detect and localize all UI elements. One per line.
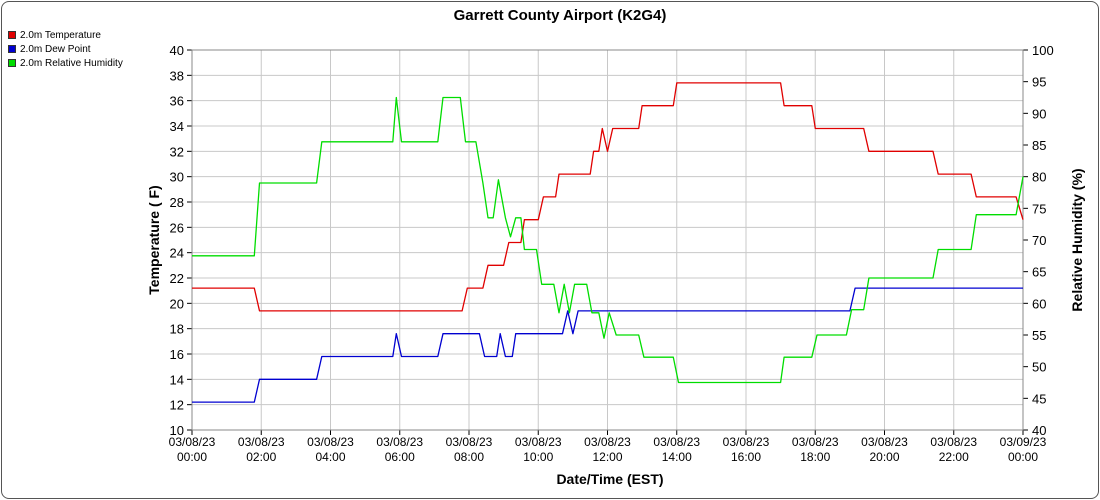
x-tick-label-time: 08:00 xyxy=(454,450,484,464)
x-tick-label-time: 16:00 xyxy=(731,450,761,464)
legend-swatch-dew-point xyxy=(8,45,16,53)
x-tick-label-time: 02:00 xyxy=(246,450,276,464)
y-tick-label-right: 65 xyxy=(1032,265,1046,280)
y-tick-label-right: 95 xyxy=(1032,75,1046,90)
y-tick-label-left: 36 xyxy=(170,94,184,109)
x-tick-label-time: 00:00 xyxy=(177,450,207,464)
x-tick-label-date: 03/08/23 xyxy=(376,435,423,449)
y-tick-label-right: 85 xyxy=(1032,138,1046,153)
y-tick-label-left: 12 xyxy=(170,398,184,413)
x-tick-label-date: 03/08/23 xyxy=(653,435,700,449)
x-tick-label-time: 00:00 xyxy=(1008,450,1038,464)
legend-label-temperature: 2.0m Temperature xyxy=(20,29,101,41)
legend: 2.0m Temperature 2.0m Dew Point 2.0m Rel… xyxy=(8,28,123,70)
x-tick-label-time: 12:00 xyxy=(592,450,622,464)
x-tick-label-date: 03/08/23 xyxy=(169,435,216,449)
x-tick-label-date: 03/08/23 xyxy=(861,435,908,449)
y-tick-label-left: 30 xyxy=(170,170,184,185)
y-tick-label-left: 28 xyxy=(170,195,184,210)
y-tick-label-left: 24 xyxy=(170,246,184,261)
y-tick-label-right: 40 xyxy=(1032,423,1046,438)
legend-item: 2.0m Relative Humidity xyxy=(8,56,123,70)
x-tick-label-time: 10:00 xyxy=(523,450,553,464)
x-tick-label-time: 22:00 xyxy=(939,450,969,464)
series-line-dew-point xyxy=(192,287,1023,403)
x-tick-label-date: 03/08/23 xyxy=(446,435,493,449)
series-line-humidity xyxy=(192,96,1024,384)
legend-item: 2.0m Temperature xyxy=(8,28,123,42)
y-tick-label-right: 100 xyxy=(1032,43,1054,58)
legend-item: 2.0m Dew Point xyxy=(8,42,123,56)
series-line-temperature xyxy=(192,82,1024,312)
y-tick-label-left: 38 xyxy=(170,68,184,83)
legend-label-dew-point: 2.0m Dew Point xyxy=(20,43,91,55)
y-tick-label-right: 60 xyxy=(1032,296,1046,311)
y-axis-label-right: Relative Humidity (%) xyxy=(1069,168,1085,311)
grid xyxy=(191,49,1024,431)
x-tick-label-time: 20:00 xyxy=(869,450,899,464)
y-tick-label-left: 32 xyxy=(170,144,184,159)
x-tick-label-date: 03/08/23 xyxy=(515,435,562,449)
y-tick-label-left: 10 xyxy=(170,423,184,438)
y-tick-label-left: 26 xyxy=(170,220,184,235)
y-tick-label-left: 18 xyxy=(170,322,184,337)
plot-border xyxy=(191,49,1024,431)
x-tick-label-date: 03/08/23 xyxy=(584,435,631,449)
x-tick-label-date: 03/08/23 xyxy=(723,435,770,449)
y-tick-label-right: 70 xyxy=(1032,233,1046,248)
y-tick-label-right: 50 xyxy=(1032,360,1046,375)
y-tick-label-left: 16 xyxy=(170,347,184,362)
y-axis-label-left: Temperature ( F) xyxy=(146,185,162,294)
x-tick-label-date: 03/08/23 xyxy=(930,435,977,449)
y-tick-label-right: 75 xyxy=(1032,201,1046,216)
x-tick-label-date: 03/08/23 xyxy=(238,435,285,449)
y-tick-label-left: 22 xyxy=(170,271,184,286)
x-tick-label-date: 03/08/23 xyxy=(307,435,354,449)
x-tick-label-time: 06:00 xyxy=(385,450,415,464)
legend-swatch-temperature xyxy=(8,31,16,39)
legend-label-humidity: 2.0m Relative Humidity xyxy=(20,57,123,69)
y-tick-label-right: 55 xyxy=(1032,328,1046,343)
axes: 10 12 14 16 18 20 22 24 26 28 30 32 34 36 38 40 40 45 50 55… xyxy=(169,43,1054,464)
y-tick-label-right: 90 xyxy=(1032,106,1046,121)
x-tick-label-time: 14:00 xyxy=(662,450,692,464)
series-layer xyxy=(192,82,1024,403)
x-tick-label-date: 03/09/23 xyxy=(1000,435,1047,449)
y-tick-label-left: 40 xyxy=(170,43,184,58)
y-tick-label-right: 80 xyxy=(1032,170,1046,185)
chart-title: Garrett County Airport (K2G4) xyxy=(454,7,667,24)
y-tick-label-left: 34 xyxy=(170,119,184,134)
x-tick-label-date: 03/08/23 xyxy=(792,435,839,449)
x-tick-label-time: 04:00 xyxy=(315,450,345,464)
y-tick-label-right: 45 xyxy=(1032,391,1046,406)
legend-swatch-humidity xyxy=(8,59,16,67)
x-tick-label-time: 18:00 xyxy=(800,450,830,464)
y-tick-label-left: 20 xyxy=(170,296,184,311)
x-axis-label: Date/Time (EST) xyxy=(556,471,663,487)
y-tick-label-left: 14 xyxy=(170,372,184,387)
